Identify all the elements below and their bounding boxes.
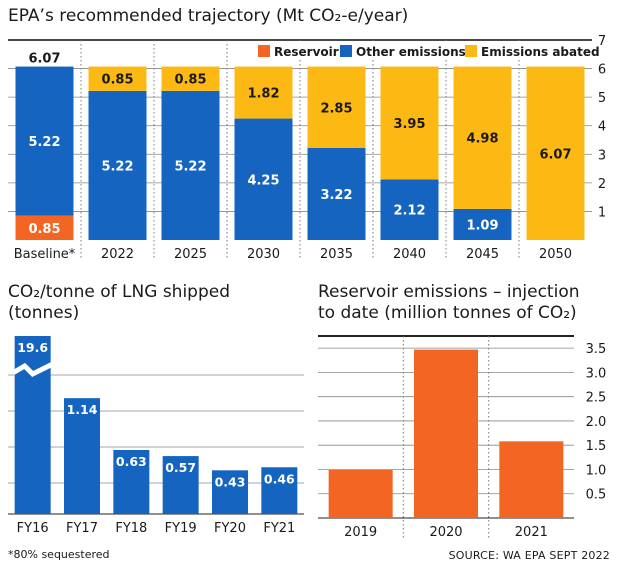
chart1-category-label: Baseline*	[14, 247, 76, 262]
chart2-bar	[162, 456, 199, 514]
chart1-category-label: 2050	[539, 247, 572, 262]
chart3-category-label: 2020	[429, 525, 462, 540]
chart1-legend-swatch	[465, 45, 477, 57]
chart1-ytick-label: 3	[598, 148, 606, 163]
chart1-category-label: 2022	[101, 247, 134, 262]
chart3-ytick-label: 1.5	[586, 439, 607, 454]
chart2-category-label: FY19	[165, 521, 197, 536]
chart1-ytick-label: 7	[598, 34, 606, 49]
chart2-category-label: FY17	[66, 521, 98, 536]
chart1-value-label: 3.22	[320, 188, 352, 203]
chart1-category-label: 2030	[247, 247, 280, 262]
chart2-value-label: 0.57	[165, 460, 196, 475]
chart2-value-label: 1.14	[67, 402, 98, 417]
chart1-legend-label: Emissions abated	[481, 45, 600, 59]
chart1-value-label: 2.12	[393, 204, 425, 219]
chart1-title: EPA’s recommended trajectory (Mt CO₂-e/y…	[8, 6, 409, 26]
chart2-category-label: FY21	[263, 521, 295, 536]
chart2-category-label: FY18	[115, 521, 147, 536]
chart1-value-label: 5.22	[28, 135, 60, 150]
chart1-value-label: 5.22	[174, 159, 206, 174]
chart1-ytick-label: 6	[598, 63, 606, 78]
chart1-category-label: 2025	[174, 247, 207, 262]
chart3-bar	[499, 441, 564, 518]
chart1-total-label: 6.07	[28, 52, 60, 67]
chart2-bar	[212, 470, 248, 514]
chart1-legend-swatch	[340, 45, 352, 57]
footnote: *80% sequestered	[8, 548, 110, 561]
chart1-category-label: 2035	[320, 247, 353, 262]
chart1-legend-background	[240, 41, 592, 60]
chart1-bar-segment	[234, 118, 293, 240]
chart1-bar-segment	[307, 66, 366, 148]
chart1-bar-segment	[453, 66, 512, 209]
chart1-value-label: 4.25	[247, 173, 279, 188]
chart1-bar-segment	[234, 66, 293, 119]
chart1-bar-segment	[88, 66, 147, 91]
chart3-bar	[328, 469, 393, 518]
chart1-bar-segment	[88, 90, 147, 240]
chart2-value-label: 0.46	[264, 471, 295, 486]
chart1-legend-label: Other emissions	[356, 45, 466, 59]
chart3-ytick-label: 3.0	[586, 366, 607, 381]
chart3-ytick-label: 2.5	[586, 391, 607, 406]
chart1-value-label: 6.07	[539, 147, 571, 162]
chart1-category-label: 2045	[466, 247, 499, 262]
chart1-legend-label: Reservoir	[274, 45, 339, 59]
chart1-value-label: 0.85	[101, 73, 133, 88]
chart1-bar-segment	[453, 208, 512, 240]
chart3-category-label: 2019	[344, 525, 377, 540]
chart1-bar-segment	[161, 90, 220, 240]
chart3-bar	[414, 349, 478, 518]
chart1-bar-segment	[526, 66, 585, 240]
chart2-value-label: 0.63	[116, 454, 147, 469]
chart1-legend-swatch	[258, 45, 270, 57]
chart1-bar-segment	[380, 179, 439, 240]
chart3-category-label: 2021	[515, 525, 548, 540]
chart3-ytick-label: 1.0	[586, 463, 607, 478]
chart1-category-label: 2040	[393, 247, 426, 262]
chart3-ytick-label: 2.0	[586, 415, 607, 430]
chart1-bar-segment	[307, 148, 366, 240]
source-note: SOURCE: WA EPA SEPT 2022	[448, 549, 610, 562]
chart1-value-label: 0.85	[28, 222, 60, 237]
chart3-ytick-label: 3.5	[586, 342, 607, 357]
chart3-title: Reservoir emissions – injection to date (…	[318, 282, 580, 323]
chart2-value-label: 19.6	[17, 340, 48, 355]
chart2-bar	[261, 467, 298, 514]
chart2-bar	[14, 336, 51, 514]
chart2-category-label: FY20	[214, 521, 246, 536]
chart1-bar-segment	[380, 66, 439, 180]
chart1-value-label: 1.09	[466, 218, 498, 233]
chart2-bar	[113, 449, 150, 514]
chart1-ytick-label: 4	[598, 120, 606, 135]
chart1-value-label: 2.85	[320, 101, 352, 116]
chart1-value-label: 4.98	[466, 132, 498, 147]
chart3-ytick-label: 0.5	[586, 488, 607, 503]
chart2-title: CO₂/tonne of LNG shipped (tonnes)	[8, 282, 231, 323]
chart2-value-label: 0.43	[215, 474, 246, 489]
chart1-bar-segment	[161, 66, 220, 91]
chart1-ytick-label: 5	[598, 91, 606, 106]
chart2-bar	[64, 398, 100, 514]
chart2-category-label: FY16	[17, 521, 49, 536]
chart2-axis-break	[11, 361, 54, 378]
chart1-ytick-label: 2	[598, 177, 606, 192]
chart1-value-label: 5.22	[101, 159, 133, 174]
chart1-ytick-label: 1	[598, 205, 606, 220]
chart1-bar-segment	[15, 215, 74, 240]
chart1-bar-segment	[15, 66, 74, 216]
chart1-value-label: 3.95	[393, 117, 425, 132]
chart1-value-label: 0.85	[174, 73, 206, 88]
chart1-value-label: 1.82	[247, 87, 279, 102]
